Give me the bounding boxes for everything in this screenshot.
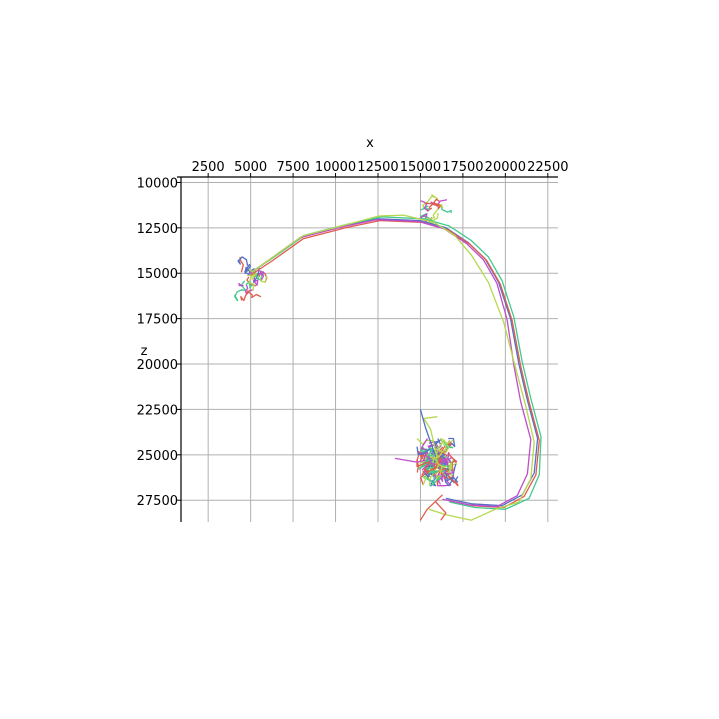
y-tick-label: 12500 xyxy=(137,222,178,237)
cluster-1-path xyxy=(440,437,454,454)
spur-line-0 xyxy=(423,416,439,459)
cluster-2-path xyxy=(425,202,442,210)
series-line-2 xyxy=(251,216,542,510)
spur-line-2 xyxy=(394,457,426,463)
cluster-0-path xyxy=(248,274,255,291)
cluster-1-path xyxy=(436,439,450,454)
x-tick-label: 20000 xyxy=(485,160,526,175)
tick-labels: 2500 5000 7500 10000 12500 15000 17500 20000 225… xyxy=(137,160,569,509)
cluster-2-path xyxy=(430,199,448,207)
series-line-3 xyxy=(248,219,532,508)
cluster-2-path xyxy=(427,203,444,221)
cluster-0-path xyxy=(233,288,243,302)
cluster-1-path xyxy=(440,470,447,482)
cluster-1-path xyxy=(445,474,459,483)
cluster-0-path xyxy=(257,270,265,281)
cluster-0-path xyxy=(240,289,251,302)
y-tick-label: 17500 xyxy=(137,313,178,328)
cluster-0-path xyxy=(238,282,244,287)
spur-line-1 xyxy=(419,409,437,457)
series-line-0 xyxy=(250,218,539,507)
spur-line-4 xyxy=(435,501,447,521)
axes xyxy=(177,176,558,522)
y-tick-label: 25000 xyxy=(137,449,178,464)
cluster-1-path xyxy=(438,457,446,467)
cluster-1-path xyxy=(420,438,428,451)
cluster-1-path xyxy=(416,446,431,456)
cluster-1-path xyxy=(422,470,433,478)
cluster-0-path xyxy=(246,290,262,299)
x-tick-label: 7500 xyxy=(277,160,310,175)
cluster-1-path xyxy=(418,450,432,470)
grid xyxy=(181,177,558,522)
spur-line-3 xyxy=(419,494,443,521)
cluster-1-path xyxy=(426,470,437,487)
x-tick-label: 2500 xyxy=(192,160,225,175)
cluster-1-path xyxy=(447,451,457,472)
cluster-1-path xyxy=(429,475,442,487)
x-tick-label: 17500 xyxy=(442,160,483,175)
y-axis-label: z xyxy=(141,344,148,359)
cluster-1-path xyxy=(418,446,430,456)
cluster-1-path xyxy=(443,463,457,487)
cluster-1-path xyxy=(424,454,436,465)
cluster-0-path xyxy=(240,280,247,292)
y-tick-label: 20000 xyxy=(137,358,178,373)
y-tick-label: 15000 xyxy=(137,267,178,282)
cluster-1-path xyxy=(420,468,437,485)
cluster-0-path xyxy=(252,275,259,286)
cluster-1-path xyxy=(419,452,435,467)
cluster-1-path xyxy=(443,440,454,450)
y-tick-label: 27500 xyxy=(137,494,178,509)
series-line-4 xyxy=(251,214,535,521)
x-tick-label: 22500 xyxy=(527,160,568,175)
x-tick-label: 10000 xyxy=(315,160,356,175)
cluster-0-path xyxy=(237,256,249,266)
trajectory-series xyxy=(248,214,542,521)
x-tick-label: 5000 xyxy=(234,160,267,175)
cluster-2-path xyxy=(440,205,452,213)
x-tick-label: 15000 xyxy=(400,160,441,175)
cluster-0-path xyxy=(245,280,253,289)
cluster-1-path xyxy=(432,445,446,471)
x-axis-label: x xyxy=(366,136,374,151)
cluster-0-path xyxy=(244,263,252,275)
cluster-1-path xyxy=(448,461,453,474)
y-tick-label: 22500 xyxy=(137,403,178,418)
x-tick-label: 12500 xyxy=(357,160,398,175)
cluster-tangles xyxy=(233,194,459,487)
cluster-1-path xyxy=(437,455,449,475)
cluster-2-path xyxy=(428,198,440,209)
cluster-1-path xyxy=(445,452,450,466)
cluster-0-path xyxy=(259,275,268,283)
cluster-2-path xyxy=(422,194,439,210)
series-line-1 xyxy=(250,219,540,509)
y-tick-label: 10000 xyxy=(137,176,178,191)
